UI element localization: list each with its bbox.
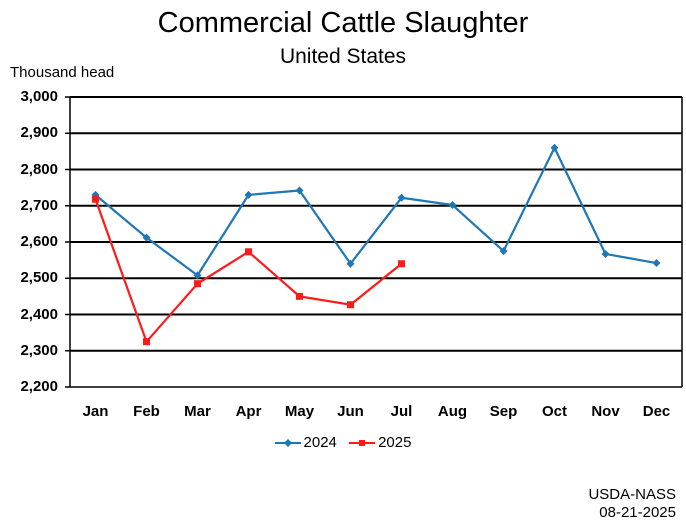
x-tick-label: Mar xyxy=(184,403,211,420)
y-tick-label: 2,700 xyxy=(20,196,58,214)
source-date: 08-21-2025 xyxy=(599,504,676,521)
y-tick-label: 2,200 xyxy=(20,378,58,395)
legend-item-2025: 2025 xyxy=(349,434,411,452)
x-tick-label: Jan xyxy=(82,403,109,420)
data-point-2024 xyxy=(142,233,151,242)
data-point-2024 xyxy=(499,247,508,256)
y-tick-label: 2,600 xyxy=(20,233,58,250)
x-tick-label: May xyxy=(284,403,315,420)
data-point-2025 xyxy=(245,248,252,256)
x-tick-label: Aug xyxy=(437,403,468,420)
legend-label-2024: 2024 xyxy=(303,434,337,451)
legend: 2024 2025 xyxy=(0,434,686,454)
chart-title: Commercial Cattle Slaughter xyxy=(157,7,529,39)
series-line-2025 xyxy=(94,198,403,343)
x-tick-label: Apr xyxy=(235,403,262,420)
data-point-2024 xyxy=(601,249,610,258)
legend-label-2025: 2025 xyxy=(378,434,412,451)
data-point-2024 xyxy=(652,259,661,268)
legend-item-2024: 2024 xyxy=(274,434,337,452)
y-tick-label: 2,500 xyxy=(20,269,58,287)
series-line-2024 xyxy=(94,146,657,277)
data-point-2025 xyxy=(296,292,303,300)
data-point-2024 xyxy=(397,193,406,202)
data-point-2025 xyxy=(398,260,405,268)
data-point-2024 xyxy=(244,190,253,199)
x-tick-label: Dec xyxy=(642,403,671,420)
x-tick-label: Feb xyxy=(133,403,160,420)
x-tick-label: Sep xyxy=(489,403,518,420)
data-point-2025 xyxy=(347,301,354,309)
source-name: USDA-NASS xyxy=(588,486,676,503)
x-tick-label: Jun xyxy=(337,403,364,420)
y-axis-label: Thousand head xyxy=(10,64,115,81)
data-point-2024 xyxy=(193,271,202,280)
y-tick-label: 3,000 xyxy=(20,88,58,105)
legend-marker-2024 xyxy=(274,439,301,447)
chart-subtitle: United States xyxy=(279,45,407,68)
data-point-2024 xyxy=(295,186,304,195)
data-point-2025 xyxy=(194,280,201,288)
y-tick-label: 2,300 xyxy=(20,341,58,359)
x-tick-label: Jul xyxy=(390,403,413,420)
y-tick-label: 2,800 xyxy=(20,160,58,178)
data-point-2025 xyxy=(92,195,99,203)
source-note: USDA-NASS 08-21-2025 xyxy=(588,486,676,522)
data-point-2025 xyxy=(143,338,150,346)
x-tick-label: Nov xyxy=(591,403,620,420)
legend-marker-2025 xyxy=(349,440,376,446)
y-tick-label: 2,400 xyxy=(20,305,58,323)
data-point-2024 xyxy=(550,143,559,152)
data-point-2024 xyxy=(448,201,457,210)
data-point-2024 xyxy=(346,259,355,268)
y-tick-label: 2,900 xyxy=(20,124,58,142)
x-tick-label: Oct xyxy=(541,403,567,420)
